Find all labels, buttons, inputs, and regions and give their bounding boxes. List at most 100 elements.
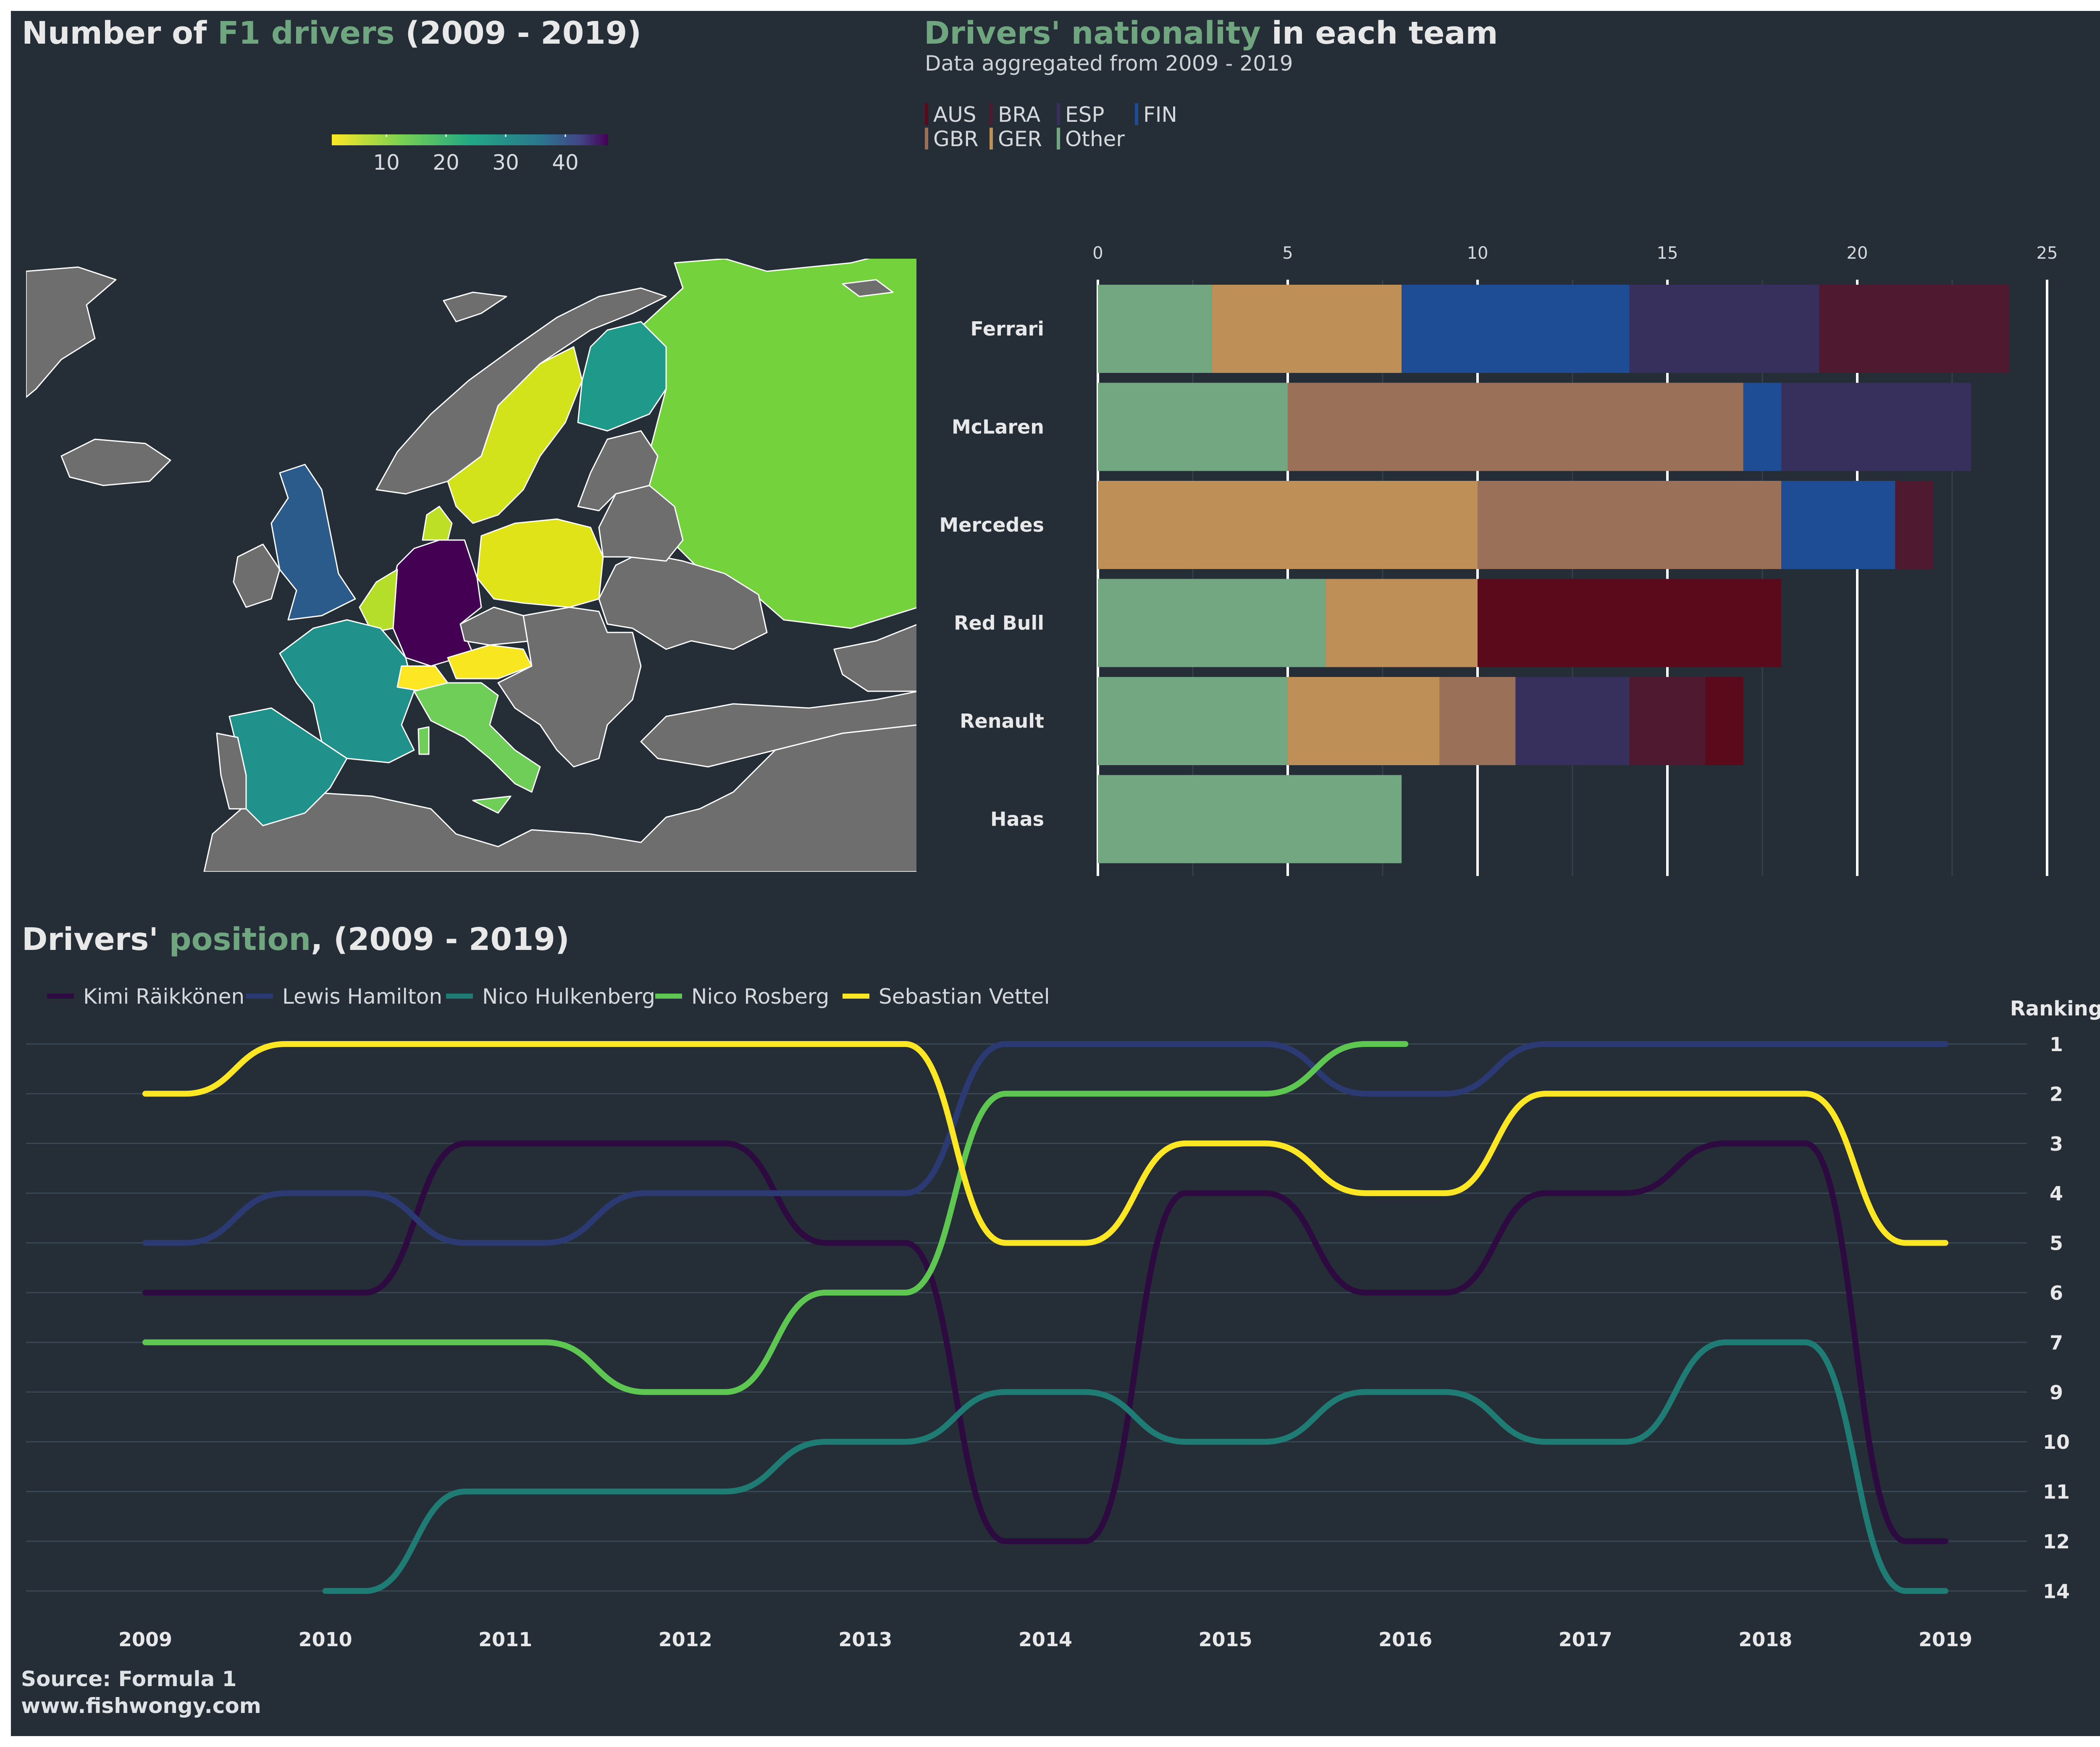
legend-swatch [925,103,928,125]
x-tick-label: 2013 [838,1628,892,1651]
bar-category-label: Red Bull [954,612,1044,635]
legend-label: Nico Rosberg [691,984,829,1009]
nationality-bar-chart: AUS BRA ESP FIN GBR GER Other 0 5 10 15 20 25 Ferrari… [925,102,2058,876]
y-tick-label: 1 [2050,1033,2063,1056]
colorbar-tick-label: 10 [373,150,400,175]
bar-segment [1326,579,1478,667]
dashboard-panel: Number of F1 drivers (2009 - 2019) Drive… [11,11,2100,1736]
x-tick-label: 5 [1282,244,1293,263]
series-line [142,1140,1948,1544]
legend-label: AUS [933,102,976,127]
country-iceland [60,438,171,486]
colorbar-tick-label: 30 [492,150,519,175]
bar-segment [1098,579,1326,667]
bar-segment [1098,677,1288,765]
bar-chart-title: Drivers' nationality in each team [924,15,1498,51]
country-italy [413,682,541,793]
colorbar-tick-label: 40 [552,150,579,175]
bar-segment [1781,383,1971,471]
bar-segment [1515,677,1630,765]
bar-segment [1288,383,1743,471]
legend-swatch [990,103,993,125]
country-ireland [233,543,281,608]
bar-chart-subtitle: Data aggregated from 2009 - 2019 [925,51,1293,76]
bar-segment [1288,677,1440,765]
y-tick-label: 4 [2050,1182,2063,1205]
country-poland [476,518,604,608]
y-tick-label: 12 [2043,1530,2070,1553]
country-caucasus [833,624,916,692]
country-uk [270,464,356,621]
bar-category-label: Renault [960,710,1044,732]
country-germany [388,539,482,667]
bar-segment [1478,579,1782,667]
website-line: www.fishwongy.com [21,1694,261,1718]
source-line: Source: Formula 1 [21,1667,237,1691]
series-line [322,1339,1948,1594]
country-centraleurope [497,606,642,768]
legend-label: Sebastian Vettel [879,984,1050,1009]
x-tick-label: 2014 [1018,1628,1072,1651]
bar-segment [1098,383,1288,471]
x-tick-label: 2017 [1559,1628,1612,1651]
colorbar-tick-label: 20 [433,150,459,175]
series-line [142,1041,1948,1246]
bar-category-label: Haas [990,808,1044,831]
series-line [142,1041,1948,1246]
legend-swatch [925,128,928,150]
legend-swatch [1057,103,1060,125]
x-tick-label: 2016 [1378,1628,1432,1651]
source-note: Source: Formula 1 www.fishwongy.com [21,1666,261,1719]
x-tick-label: 2018 [1738,1628,1792,1651]
x-tick-label: 20 [1847,244,1868,263]
bar-segment [1743,383,1782,471]
x-tick-label: 2015 [1199,1628,1252,1651]
y-tick-label: 10 [2043,1431,2070,1453]
bar-segment [1478,481,1782,569]
island-arctic [842,279,894,297]
bar-segment [1439,677,1516,765]
line-chart-title: Drivers' position, (2009 - 2019) [22,921,570,957]
country-portugal [216,732,247,810]
country-sardinia [417,726,430,755]
country-france [279,619,415,763]
country-baltics [577,430,659,512]
x-tick-label: 2010 [299,1628,352,1651]
legend-swatch [1057,128,1060,150]
legend-label: BRA [998,102,1040,127]
bar-segment [1629,677,1706,765]
europe-map: 10 20 30 40 [26,134,916,872]
legend-swatch [990,128,993,150]
y-axis-title: Ranking [2010,997,2100,1020]
series-line [142,1041,1409,1395]
colorbar [332,134,608,145]
bar-segment [1781,481,1895,569]
country-benelux [359,569,398,633]
x-tick-label: 2012 [659,1628,712,1651]
island-svalbard [443,291,507,323]
legend-swatch [1135,103,1138,125]
bar-category-label: McLaren [952,416,1044,438]
legend-label: FIN [1143,102,1177,127]
y-tick-label: 7 [2050,1331,2063,1354]
country-denmark [422,506,453,541]
bar-segment [1895,481,1933,569]
legend-label: Lewis Hamilton [282,984,442,1009]
country-sweden [447,346,583,524]
country-turkey [640,691,916,768]
legend-label: Other [1065,127,1125,151]
bar-category-label: Mercedes [939,514,1044,536]
bar-segment [1402,285,1630,373]
y-tick-label: 2 [2050,1083,2063,1105]
bar-segment [1098,481,1478,569]
country-finland [577,321,667,432]
bar-segment [1629,285,1819,373]
bar-segment [1212,285,1402,373]
legend-label: GER [998,127,1042,151]
x-tick-label: 25 [2037,244,2058,263]
bar-segment [1098,285,1212,373]
y-tick-label: 11 [2043,1481,2070,1503]
x-tick-label: 2011 [478,1628,532,1651]
x-tick-label: 2019 [1919,1628,1972,1651]
